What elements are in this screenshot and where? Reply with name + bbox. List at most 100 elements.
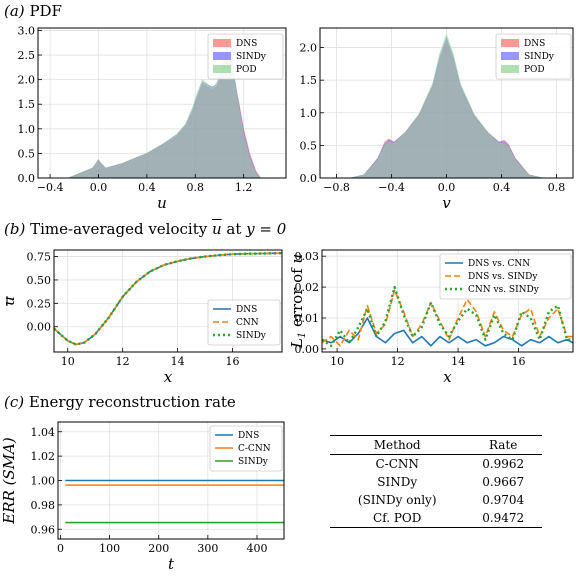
chart-err: 0 100 200 300 400 0.96 0.98 1.00 1.02 1.04 t ERR (S… — [0, 421, 285, 573]
table-cell-method: Cf. POD — [330, 509, 465, 528]
y-tick-label: 0.75 — [27, 251, 52, 264]
y-tick-label: 3.0 — [18, 24, 36, 37]
y-tick-label: 0.25 — [27, 297, 52, 310]
legend-label: CNN vs. SINDy — [468, 285, 540, 295]
y-label-mid: error of — [290, 264, 306, 332]
plot-frame — [321, 249, 574, 353]
rate-table-header: Method Rate — [330, 435, 542, 455]
x-tick-label: 12 — [116, 355, 130, 368]
y-axis-label: L1 error of u — [290, 254, 308, 349]
y-tick-label: 2.0 — [300, 42, 318, 55]
legend-box — [207, 299, 281, 346]
y-tick-label: 0.03 — [295, 250, 320, 263]
y-tick-label: 0.0 — [300, 172, 318, 185]
plot-frame — [53, 249, 283, 353]
y-tick-label: 0.5 — [300, 139, 318, 152]
table-cell-method: SINDy — [377, 475, 418, 489]
series-sindy-line — [54, 251, 282, 346]
table-row: Cf. POD 0.9472 — [330, 509, 542, 528]
table-cell-rate: 0.9472 — [464, 509, 542, 528]
series-dns-vs-sindy-line — [322, 289, 573, 347]
x-tick-label: 0.4 — [493, 181, 511, 194]
x-tick-label: 16 — [226, 355, 240, 368]
x-axis-label: u — [157, 194, 167, 212]
legend-label: SINDy — [236, 52, 267, 62]
legend-swatch — [501, 65, 519, 73]
legend-label: DNS — [236, 39, 257, 49]
legend-label: POD — [236, 65, 257, 75]
y-tick-label: 1.04 — [31, 426, 56, 439]
y-tick-label: 0.02 — [295, 281, 320, 294]
x-tick-label: 0.8 — [187, 181, 205, 194]
y-tick-label: 2.0 — [18, 74, 36, 87]
x-tick-label: 10 — [61, 355, 75, 368]
section-b-mid: at — [221, 220, 247, 238]
legend-label: DNS — [524, 39, 545, 49]
x-tick-label: 0.0 — [90, 181, 108, 194]
chart-l1-error: 10 12 14 16 0.00 0.01 0.02 0.03 x L1 error of u DN… — [290, 249, 574, 386]
legend-label: SINDy — [238, 457, 269, 467]
legend-swatch — [213, 39, 231, 47]
legend-label: C-CNN — [238, 444, 271, 454]
legend-label: SINDy — [524, 52, 555, 62]
x-tick-label: 0.8 — [548, 181, 566, 194]
table-cell-rate: 0.9704 — [482, 493, 525, 507]
x-tick-label: 0.4 — [138, 181, 156, 194]
section-b-cond: y = 0 — [246, 220, 287, 238]
table-cell-rate: 0.9667 — [482, 475, 525, 489]
legend-label: SINDy — [236, 331, 267, 341]
section-b-text: Time-averaged velocity — [30, 220, 212, 238]
y-tick-label: 1.0 — [300, 107, 318, 120]
legend-swatch — [501, 39, 519, 47]
chart-pdf-v: −0.8 −0.4 0.0 0.4 0.8 0.0 0.5 1.0 1.5 2.0 v DNS SIND… — [300, 27, 574, 212]
legend-swatch — [213, 52, 231, 60]
section-a-text: PDF — [29, 2, 62, 20]
x-tick-label: −0.8 — [323, 181, 350, 194]
legend-swatch — [213, 65, 231, 73]
y-label-u: u — [290, 254, 306, 264]
y-tick-label: 0.01 — [295, 312, 320, 325]
x-tick-label: 300 — [197, 542, 218, 555]
series-pod-area — [68, 44, 262, 178]
section-c-text: Energy reconstruction rate — [28, 393, 236, 411]
y-tick-label: 0.98 — [31, 499, 56, 512]
legend-box — [439, 253, 572, 300]
legend-label: DNS vs. CNN — [468, 259, 530, 269]
legend-label: POD — [524, 65, 545, 75]
chart-pdf-u: −0.4 0.0 0.4 0.8 1.20.00.51.01.52.02.53.0uDN… — [18, 24, 287, 212]
section-c-label: (c) — [4, 393, 25, 411]
x-tick-label: −0.4 — [37, 181, 64, 194]
section-c-title: (c) Energy reconstruction rate — [4, 393, 236, 411]
y-tick-label: 1.02 — [31, 450, 56, 463]
y-tick-label: 1.00 — [31, 475, 56, 488]
table-row: (SINDy only) 0.9704 — [330, 491, 542, 509]
x-tick-label: 400 — [246, 542, 267, 555]
x-tick-label: 200 — [148, 542, 169, 555]
x-tick-label: 10 — [330, 355, 344, 368]
series-cnn-line — [54, 252, 282, 346]
legend-label: CNN — [236, 318, 259, 328]
series-pod-area — [350, 33, 543, 178]
table-row: C-CNN 0.9962 — [330, 455, 542, 474]
section-b-title: (b) Time-averaged velocity u at y = 0 — [4, 220, 286, 238]
legend-label: DNS — [236, 305, 257, 315]
y-label-l: L — [290, 338, 306, 349]
y-tick-label: 0.96 — [31, 523, 56, 536]
plot-area — [54, 251, 282, 346]
y-axis-label: u — [0, 296, 18, 306]
legend-label: DNS vs. SINDy — [468, 272, 538, 282]
x-tick-label: 16 — [512, 355, 526, 368]
y-tick-label: 2.5 — [18, 49, 36, 62]
x-tick-label: 14 — [171, 355, 185, 368]
x-axis-label: x — [164, 368, 173, 386]
y-tick-label: 1.0 — [18, 123, 36, 136]
legend-swatch — [501, 52, 519, 60]
table-row: SINDy 0.9667 — [330, 473, 542, 491]
x-axis-label: v — [442, 194, 451, 212]
legend-label: DNS — [238, 431, 259, 441]
y-tick-label: 0.50 — [27, 274, 52, 287]
y-label-sub: 1 — [297, 332, 308, 338]
x-tick-label: 0 — [57, 542, 64, 555]
section-a-title: (a) PDF — [4, 2, 62, 20]
x-tick-label: 0.0 — [438, 181, 456, 194]
